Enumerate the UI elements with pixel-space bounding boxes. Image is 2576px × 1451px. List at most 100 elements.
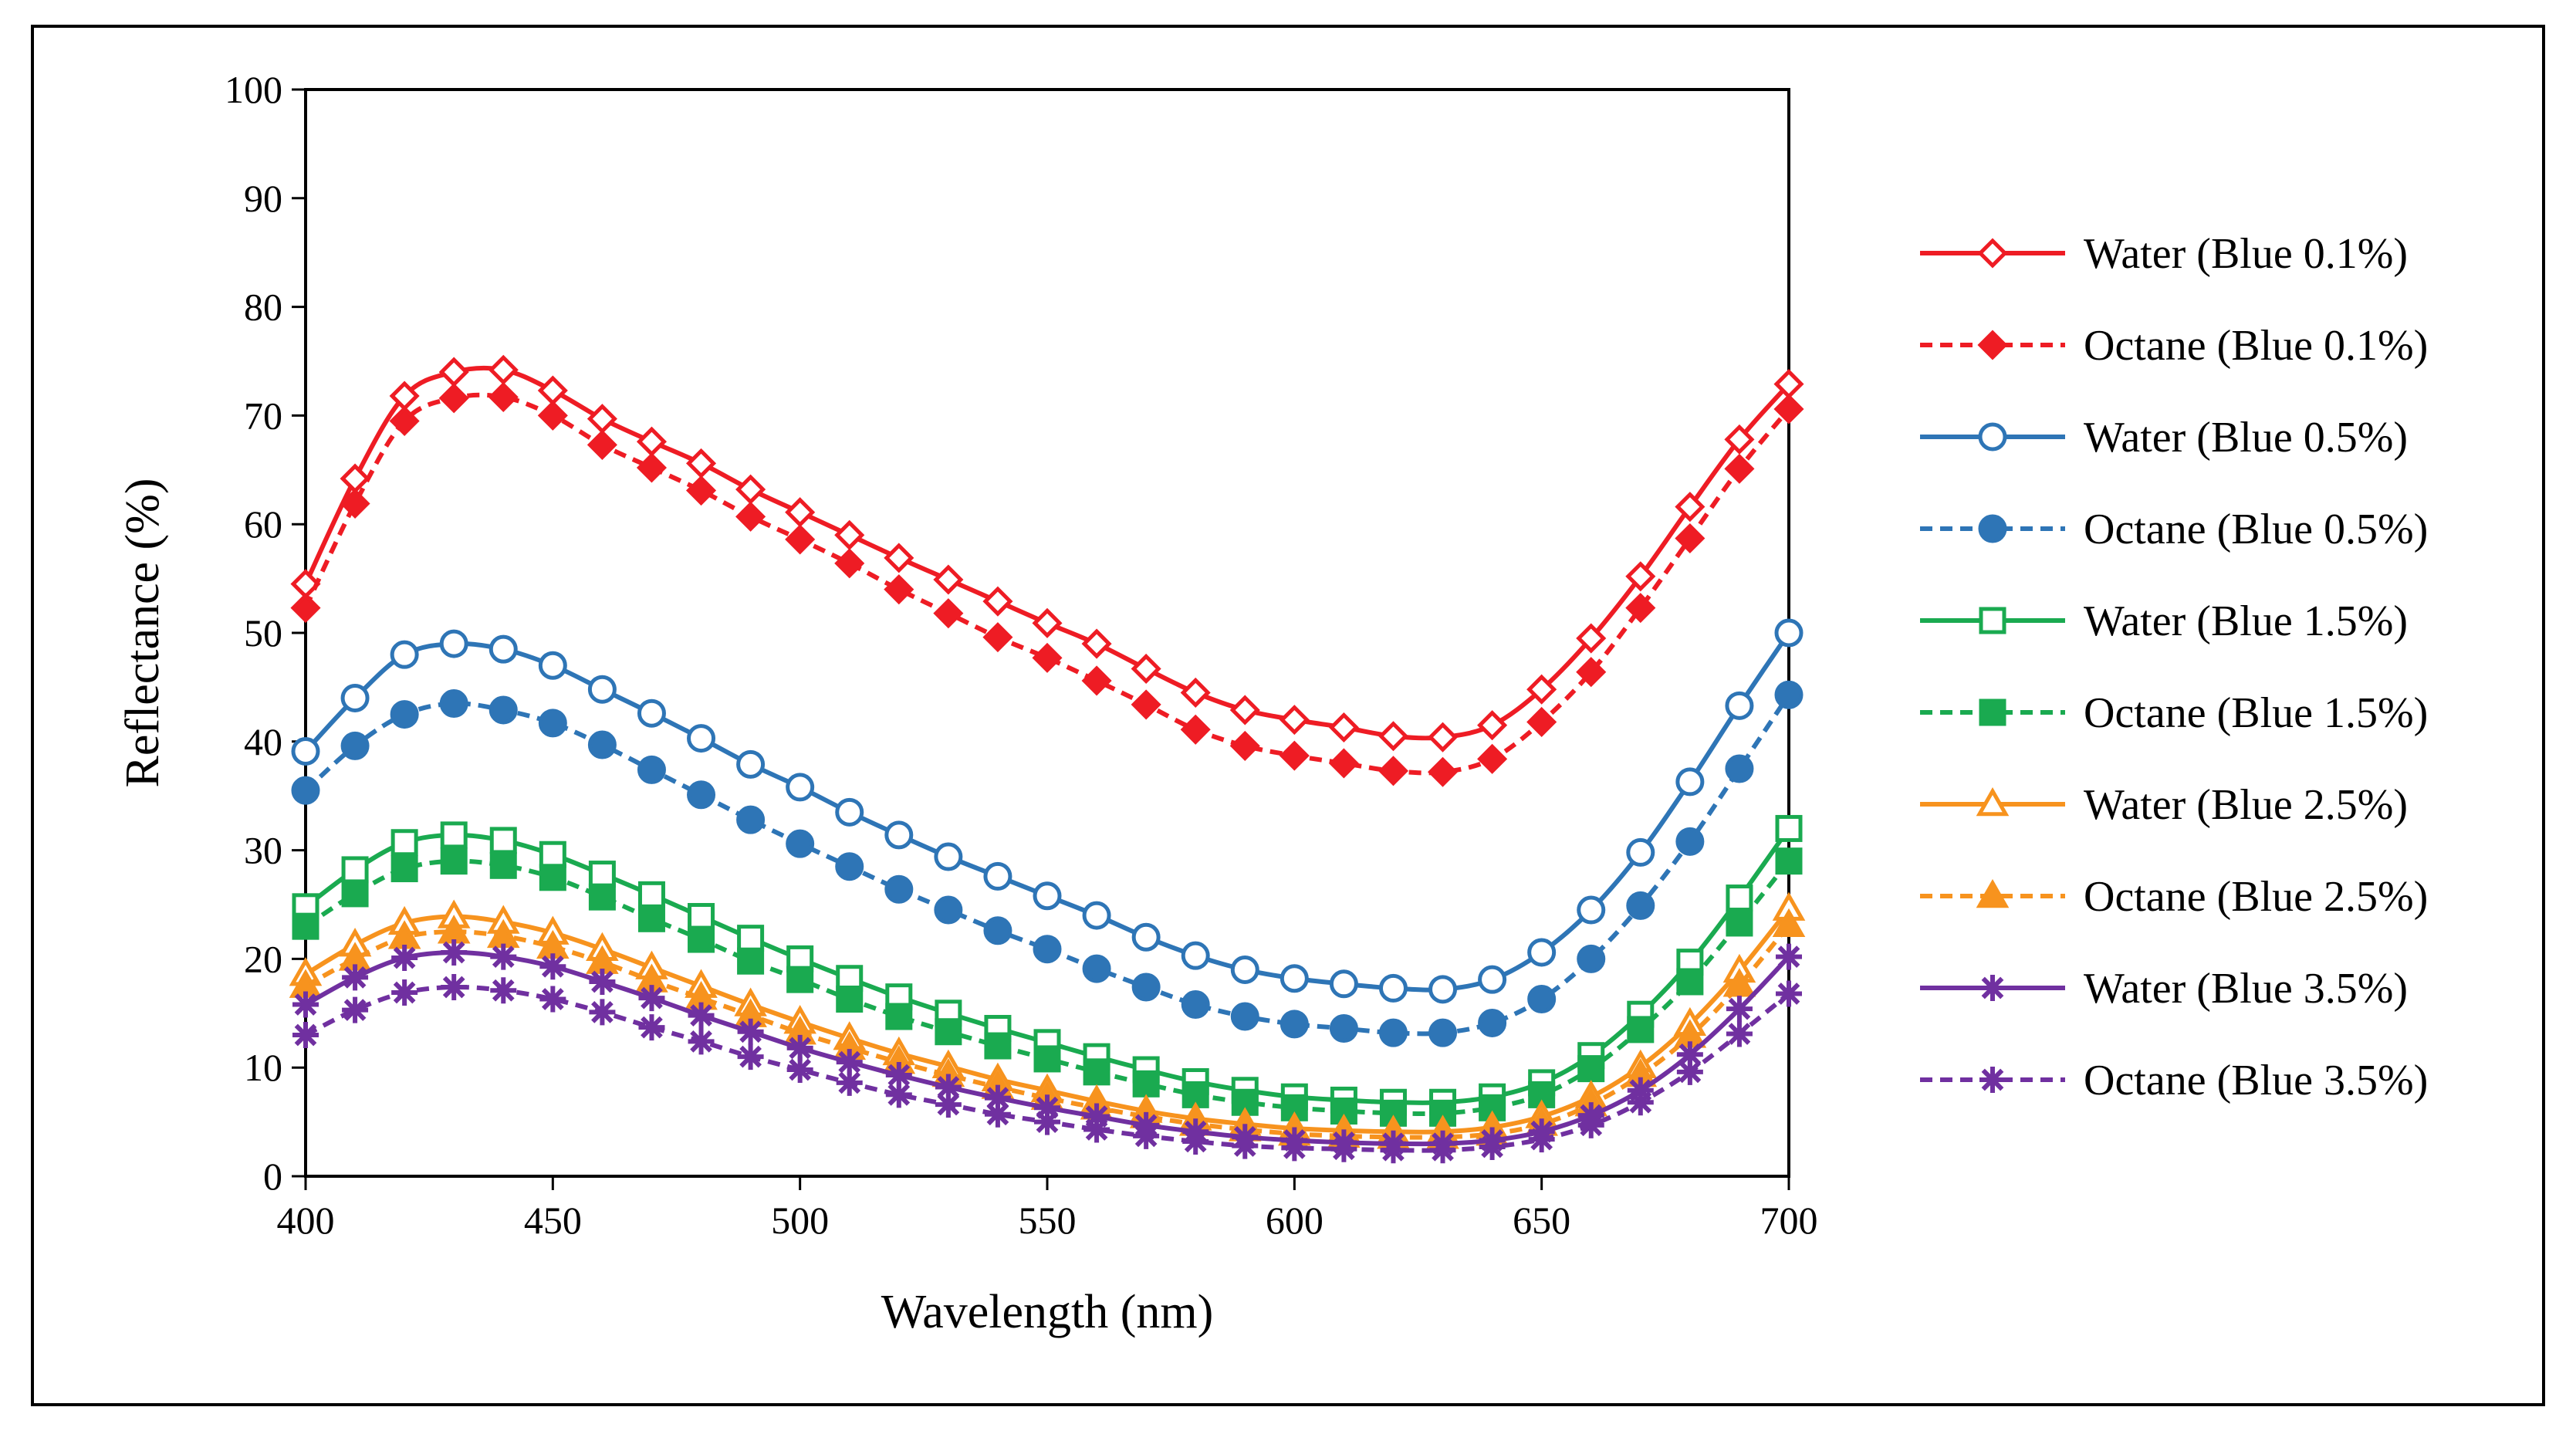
data-point (685, 448, 717, 479)
data-point (1427, 722, 1459, 753)
data-point (1725, 754, 1754, 783)
data-point (1380, 1137, 1407, 1164)
data-point (1182, 1128, 1209, 1155)
y-tick-label: 70 (244, 394, 282, 437)
data-point (1181, 990, 1210, 1020)
data-point (1378, 721, 1409, 752)
axes: 0 10 20 30 40 50 60 70 80 90 100 400 450 500 550 600 650… (225, 68, 1818, 1242)
data-point (637, 755, 666, 784)
data-point (1279, 740, 1310, 771)
data-point (1083, 1058, 1111, 1086)
data-point (587, 404, 617, 435)
data-point (1232, 1132, 1259, 1159)
data-point (537, 375, 568, 406)
data-point (1726, 996, 1753, 1023)
data-point (1033, 1045, 1061, 1073)
data-point (1230, 955, 1259, 984)
data-point (1033, 881, 1062, 911)
data-point (292, 991, 319, 1018)
series-3 (291, 618, 1804, 1004)
data-point (1230, 1002, 1259, 1031)
data-point (391, 979, 418, 1006)
data-point (885, 1081, 912, 1108)
data-point (1774, 680, 1804, 709)
data-point (342, 964, 369, 991)
y-tick-label: 30 (244, 829, 282, 872)
data-point (539, 986, 566, 1013)
data-point (636, 426, 668, 457)
data-point (1576, 657, 1607, 688)
y-tick-label: 10 (244, 1046, 282, 1089)
data-point (737, 925, 765, 952)
data-point (935, 1018, 962, 1046)
data-point (1577, 895, 1606, 925)
data-point (488, 354, 519, 385)
data-point (1527, 984, 1557, 1013)
data-point (292, 912, 319, 940)
data-point (1082, 954, 1111, 983)
data-point (1033, 935, 1062, 964)
data-point (688, 1028, 715, 1055)
series-2 (290, 381, 1804, 787)
data-point (1774, 618, 1804, 648)
data-point (1329, 969, 1358, 999)
series-4 (291, 680, 1804, 1047)
data-point (836, 1069, 863, 1096)
legend-marker (1977, 238, 2008, 269)
data-point (1625, 561, 1656, 592)
data-point (538, 651, 567, 680)
data-point (786, 1057, 813, 1084)
data-point (1725, 691, 1754, 720)
data-point (884, 543, 914, 573)
y-tick-label: 80 (244, 286, 282, 329)
legend-label: Octane (Blue 2.5%) (2084, 873, 2428, 921)
data-point (1378, 1018, 1408, 1047)
legend-entry: Octane (Blue 0.1%) (1920, 322, 2428, 370)
data-point (1577, 1055, 1605, 1083)
data-point (1724, 424, 1755, 455)
series-line (303, 392, 1791, 776)
legend-entry: Octane (Blue 3.5%) (1920, 1057, 2428, 1104)
data-point (589, 999, 616, 1026)
data-point (736, 749, 766, 779)
data-point (1034, 1108, 1060, 1135)
data-point (835, 852, 864, 881)
data-point (1330, 1135, 1357, 1162)
data-point (1776, 943, 1802, 970)
data-point (391, 944, 418, 971)
data-point (1626, 891, 1655, 920)
data-point (1328, 748, 1359, 779)
data-point (1775, 814, 1803, 842)
data-point (785, 497, 816, 528)
data-point (636, 452, 668, 483)
legend-marker (1979, 607, 2006, 634)
data-point (489, 827, 517, 854)
data-point (637, 905, 665, 932)
data-point (488, 634, 518, 664)
data-point (1776, 980, 1802, 1007)
data-point (291, 736, 320, 766)
data-point (1772, 908, 1806, 938)
series-line (303, 365, 1791, 741)
x-tick-label: 400 (277, 1199, 335, 1242)
data-point (1528, 1126, 1555, 1153)
data-point (688, 902, 715, 930)
data-point (390, 700, 419, 729)
data-point (438, 383, 469, 414)
data-point (1675, 492, 1706, 523)
data-point (688, 925, 715, 953)
data-point (290, 593, 321, 624)
data-point (1081, 665, 1112, 696)
data-point (737, 1018, 764, 1045)
data-point (488, 381, 519, 412)
data-point (934, 842, 963, 871)
legend-marker (1979, 1067, 2006, 1093)
data-point (1724, 453, 1755, 484)
data-point (1478, 965, 1507, 994)
data-point (1280, 1010, 1309, 1039)
data-point (786, 1034, 813, 1061)
series-1 (290, 354, 1804, 753)
y-tick-label: 40 (244, 720, 282, 763)
data-point (982, 622, 1013, 653)
